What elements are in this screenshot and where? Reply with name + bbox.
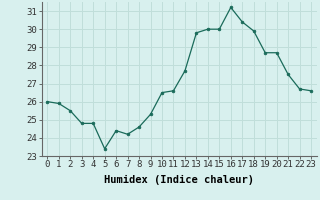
X-axis label: Humidex (Indice chaleur): Humidex (Indice chaleur) — [104, 175, 254, 185]
